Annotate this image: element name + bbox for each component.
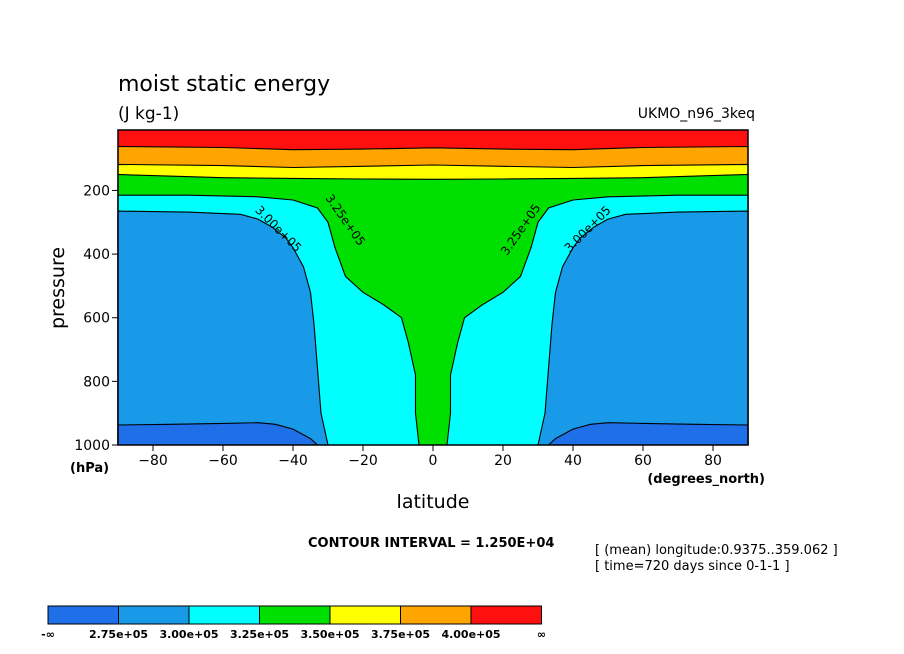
y-tick-label: 400: [83, 247, 110, 263]
y-axis-units: (hPa): [70, 461, 109, 476]
y-tick-label: 800: [83, 374, 110, 390]
meta-time: [ time=720 days since 0-1-1 ]: [595, 559, 790, 574]
colorbar-swatch: [118, 605, 190, 625]
colorbar-swatch: [470, 605, 542, 625]
colorbar-swatch: [47, 605, 119, 625]
plot-area: 3.00e+05 3.25e+05 3.25e+05 3.00e+05: [117, 129, 749, 446]
colorbar-label: 3.25e+05: [230, 628, 289, 641]
colorbar-swatch: [188, 605, 260, 625]
y-axis-label: pressure: [47, 247, 69, 329]
colorbar-label: 3.75e+05: [371, 628, 430, 641]
y-tick-label: 200: [83, 183, 110, 199]
x-tick-label: 60: [634, 453, 652, 469]
colorbar-swatch: [329, 605, 401, 625]
meta-longitude: [ (mean) longitude:0.9375..359.062 ]: [595, 543, 838, 558]
colorbar-swatch: [259, 605, 331, 625]
colorbar: -∞ 2.75e+05 3.00e+05 3.25e+05 3.50e+05 3.75e+…: [41, 605, 546, 641]
colorbar-swatch: [400, 605, 472, 625]
x-tick-label: 40: [564, 453, 582, 469]
x-tick-label: −20: [348, 453, 378, 469]
x-axis-units: (degrees_north): [647, 472, 765, 487]
colorbar-label: 4.00e+05: [441, 628, 500, 641]
x-axis-label: latitude: [397, 491, 470, 513]
x-tick-label: −60: [208, 453, 238, 469]
model-name: UKMO_n96_3keq: [638, 106, 755, 122]
chart-units: (J kg-1): [118, 104, 179, 124]
x-tick-label: 0: [429, 453, 438, 469]
axes: −80 −60 −40 −20 0 20 40 60 80 200 400 600 800 1000: [74, 183, 722, 469]
colorbar-label: 3.00e+05: [159, 628, 218, 641]
colorbar-label: -∞: [41, 628, 55, 641]
chart-title: moist static energy: [118, 72, 330, 97]
y-tick-label: 1000: [74, 438, 110, 454]
y-tick-label: 600: [83, 311, 110, 327]
x-tick-label: 20: [494, 453, 512, 469]
x-tick-label: −40: [278, 453, 308, 469]
colorbar-label: ∞: [537, 628, 546, 641]
x-tick-label: −80: [138, 453, 168, 469]
colorbar-label: 3.50e+05: [300, 628, 359, 641]
contour-interval: CONTOUR INTERVAL = 1.250E+04: [308, 536, 554, 551]
colorbar-label: 2.75e+05: [89, 628, 148, 641]
x-tick-label: 80: [704, 453, 722, 469]
